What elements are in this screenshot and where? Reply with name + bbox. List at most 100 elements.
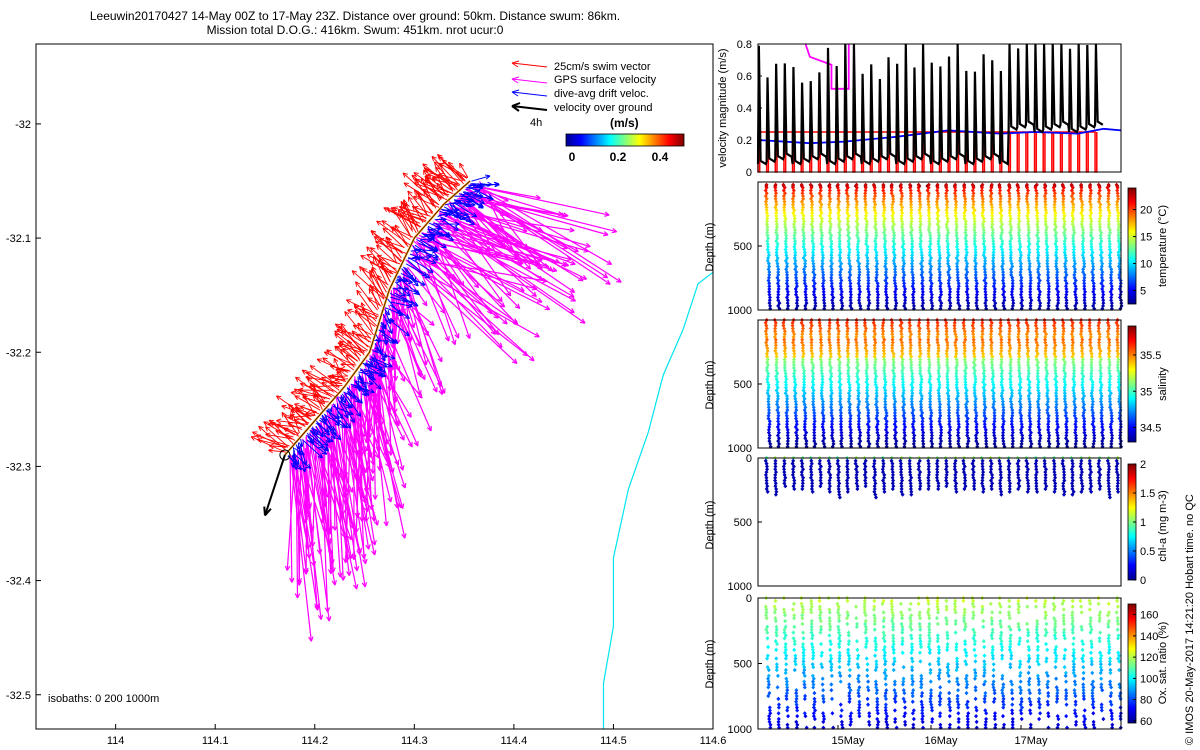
temp-point (819, 238, 824, 244)
swim-vector-head (295, 406, 301, 409)
temp-point (829, 267, 834, 272)
swim-vector-head (422, 163, 426, 169)
gps-vector-head (342, 575, 346, 581)
temp-point (857, 295, 862, 300)
gps-vector-head (332, 559, 335, 565)
gps-vector-head (542, 280, 548, 284)
swim-vector-head (265, 432, 271, 435)
figure-title: Leeuwin20170427 14-May 00Z to 17-May 23Z… (30, 9, 680, 37)
drift-vector-head (389, 320, 395, 324)
swim-vector-head (276, 418, 282, 422)
swim-vector-head (391, 206, 397, 211)
gps-vector-head (413, 442, 419, 447)
gps-vector-head (513, 253, 519, 256)
drift-vector (399, 279, 409, 281)
gps-vector-head (608, 259, 613, 265)
swim-vector-head (268, 419, 273, 425)
gps-vector-head (531, 294, 537, 298)
swim-vector-head (295, 376, 301, 379)
drift-vector (362, 372, 376, 381)
swim-vector-head (288, 416, 294, 420)
temp-point (854, 202, 859, 207)
temp-point (774, 199, 779, 204)
swim-vector-head (432, 176, 436, 182)
swim-vector-head (411, 174, 417, 177)
swim-vector-head (326, 349, 332, 352)
swim-vector (293, 418, 305, 427)
gps-vector-head (363, 507, 368, 513)
temp-point (774, 219, 779, 224)
swim-vector (357, 322, 372, 340)
legend-drift-label: dive-avg drift veloc. (554, 88, 649, 100)
gps-velocity-vectors (284, 181, 622, 642)
temp-point (781, 188, 786, 193)
temp-y-tick-label: 500 (734, 241, 752, 253)
temp-point (857, 292, 862, 297)
temp-point (810, 207, 815, 213)
drift-vector (341, 393, 353, 409)
swim-vector-head (373, 255, 378, 260)
temp-point (766, 250, 771, 255)
gps-vector-head (499, 342, 503, 348)
drift-vector-head (433, 256, 439, 259)
drift-vector-head (299, 464, 302, 470)
gps-vector-head (569, 227, 575, 232)
swim-vector-head (423, 169, 428, 174)
temp-point (846, 224, 851, 230)
temp-point (782, 202, 787, 207)
drift-vector-head (407, 282, 413, 285)
temp-point (820, 258, 825, 264)
swim-vector-head (369, 269, 375, 274)
temp-point (782, 199, 787, 204)
gps-vector-head (305, 567, 309, 573)
gps-vector-head (563, 264, 569, 268)
gps-vector-head (497, 298, 503, 303)
temp-point (775, 241, 780, 247)
drift-vector (385, 307, 404, 316)
temp-point (781, 193, 786, 199)
gps-vector (439, 212, 505, 248)
gps-vector-head (429, 323, 435, 326)
gps-vector-head (328, 616, 332, 622)
temp-point (836, 213, 841, 218)
drift-vector-head (470, 204, 476, 208)
drift-vector-head (416, 281, 419, 287)
gps-vector-head (317, 605, 320, 611)
velocity-y-tick-label: 0.8 (737, 39, 752, 51)
drift-vector-head (404, 297, 409, 303)
swim-vector (369, 261, 394, 275)
gps-vector (294, 456, 315, 567)
swim-vector-head (338, 344, 344, 349)
temp-point (801, 255, 806, 261)
temp-point (821, 281, 826, 286)
temp-point (829, 281, 834, 286)
temp-point (827, 202, 832, 207)
gps-vector-head (451, 340, 456, 346)
temp-point (863, 207, 868, 213)
swim-vector-head (339, 340, 342, 346)
drift-vector-head (325, 440, 329, 446)
temp-point (793, 272, 798, 278)
swim-vector-head (302, 393, 308, 397)
temp-point (765, 238, 770, 244)
temp-point (863, 191, 868, 196)
drift-vector-head (429, 267, 434, 273)
swim-vector-head (357, 322, 360, 329)
swim-vector (391, 206, 412, 238)
drift-vector-head (432, 248, 438, 252)
drift-vector-head (378, 371, 384, 376)
gps-vector-head (374, 549, 377, 556)
gps-vector (295, 457, 299, 599)
temp-point (764, 196, 769, 202)
drift-vector-head (408, 279, 413, 283)
gps-vector-head (506, 292, 512, 297)
drift-vector-head (380, 357, 386, 362)
drift-vector-head (321, 452, 327, 455)
gps-vector-head (399, 436, 405, 441)
gps-vector-head (369, 476, 374, 482)
temp-point (795, 295, 800, 300)
swim-vector (437, 154, 464, 182)
swim-vector-head (352, 324, 357, 330)
temp-point (801, 196, 806, 202)
temp-point (838, 272, 843, 278)
